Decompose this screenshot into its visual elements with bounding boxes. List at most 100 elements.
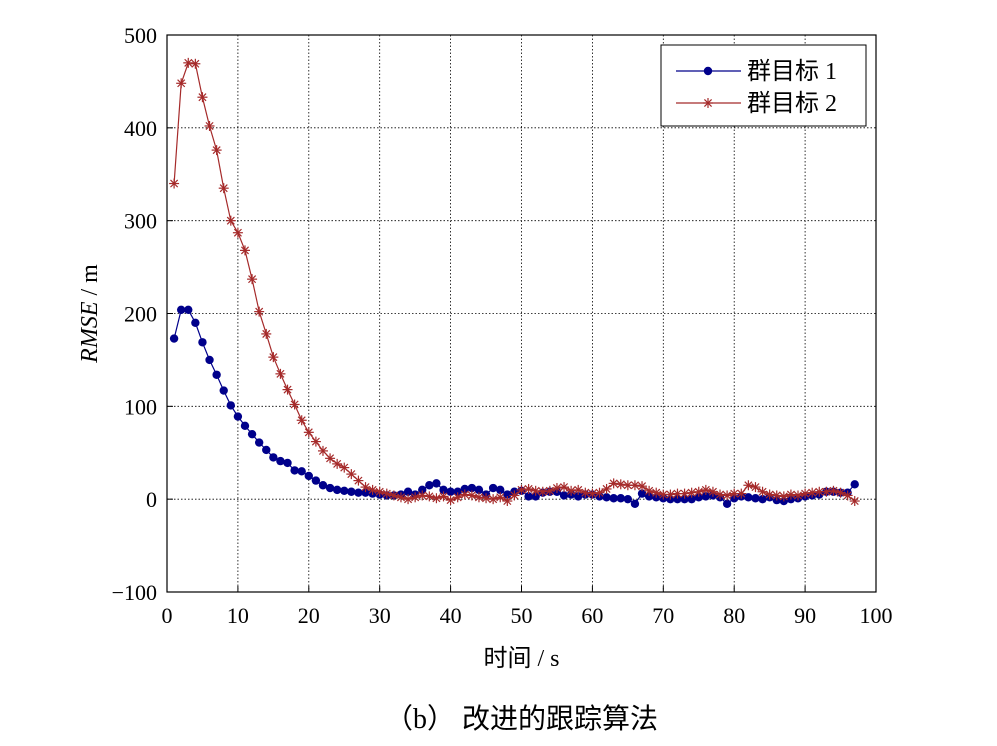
series-2-point — [637, 481, 648, 492]
series-2-point — [381, 488, 392, 499]
series-2-point — [665, 489, 676, 500]
series-1-point — [432, 479, 441, 488]
series-layer — [169, 57, 860, 509]
series-2-point — [530, 485, 541, 496]
x-tick-label: 10 — [227, 603, 249, 628]
legend-asterisk — [703, 98, 713, 108]
series-1-point — [340, 486, 349, 496]
series-1-point — [311, 476, 321, 485]
x-tick-label: 90 — [794, 603, 816, 628]
series-1-point — [283, 458, 292, 468]
series-2-point — [261, 328, 272, 339]
series-1-point — [233, 412, 243, 421]
series-1-point — [290, 466, 299, 475]
series-1-point — [559, 491, 569, 500]
series-2-point — [395, 492, 406, 503]
legend-label-series-2: 群目标 2 — [747, 90, 837, 117]
series-2-point — [523, 483, 534, 494]
series-2-point — [651, 487, 662, 498]
series-1-point — [474, 485, 484, 495]
series-1-point — [496, 485, 505, 495]
series-2-point — [608, 478, 619, 489]
series-1-point — [460, 484, 469, 494]
series-2-point — [644, 485, 655, 496]
series-1-point — [297, 467, 306, 476]
series-2-point — [778, 491, 789, 502]
series-2-point — [601, 483, 612, 494]
series-1-point — [701, 492, 711, 501]
series-2-point — [346, 469, 357, 480]
series-1-point — [531, 492, 540, 501]
legend: 群目标 1 群目标 2 — [660, 44, 867, 127]
series-2-point — [629, 480, 640, 491]
series-2-point — [310, 436, 321, 447]
y-tick-label: −100 — [112, 580, 157, 605]
x-tick-label: 80 — [723, 603, 745, 628]
series-2-point — [204, 120, 215, 131]
series-1-point — [169, 334, 179, 343]
series-2-point — [438, 491, 449, 502]
y-tick-label: 0 — [146, 487, 157, 512]
y-tick-label: 200 — [124, 302, 157, 327]
series-2-point — [516, 484, 527, 495]
series-2-point — [388, 490, 399, 501]
series-2-point — [693, 486, 704, 497]
series-2-point — [247, 274, 258, 285]
series-1-line — [173, 309, 856, 505]
series-2-point — [488, 494, 499, 505]
series-2-point — [282, 384, 293, 395]
series-2-point — [459, 489, 470, 500]
series-1-point — [318, 481, 328, 490]
series-1-point — [191, 318, 200, 327]
series-2-point — [183, 57, 194, 68]
series-2-point — [495, 492, 506, 503]
series-1-point — [673, 494, 682, 504]
series-1-point — [226, 401, 236, 410]
series-1-point — [524, 492, 533, 501]
series-1-point — [623, 494, 633, 504]
series-2-point — [559, 482, 570, 493]
x-tick-label: 60 — [581, 603, 603, 628]
series-2-point — [700, 484, 711, 495]
series-2-point — [537, 486, 548, 497]
series-2-point — [785, 489, 796, 500]
y-axis-title: RMSE / m — [77, 264, 103, 364]
series-2-point — [232, 227, 243, 238]
series-2-point — [410, 492, 421, 503]
series-1-point — [503, 490, 512, 499]
series-1-point — [418, 485, 427, 495]
grid-lines — [167, 35, 876, 592]
series-2-point — [509, 490, 520, 501]
series-1-point — [616, 494, 625, 503]
series-1-point — [332, 485, 342, 495]
series-2-point — [218, 183, 229, 194]
series-1-point — [758, 494, 767, 504]
figure-caption: （b） 改进的跟踪算法 — [385, 703, 658, 735]
series-1-point — [630, 499, 640, 509]
series-2-point — [729, 488, 740, 499]
series-2-point — [686, 487, 697, 498]
series-2-point — [842, 490, 853, 501]
series-2-point — [743, 480, 754, 491]
series-2-point — [268, 352, 279, 363]
series-2-point — [594, 487, 605, 498]
series-1-point — [722, 499, 732, 509]
y-tick-label: 400 — [124, 116, 157, 141]
series-1-point — [403, 487, 413, 496]
series-2-point — [481, 493, 492, 504]
series-1-point — [453, 487, 462, 496]
series-1-point — [176, 305, 186, 314]
x-tick-label: 70 — [652, 603, 674, 628]
series-1-point — [425, 481, 434, 490]
series-2-point — [225, 215, 236, 226]
axis-ticks: 0 10 20 30 40 50 60 70 80 90 100−10001002003004005… — [112, 23, 893, 628]
series-2-point — [197, 92, 208, 103]
series-2-point — [566, 485, 577, 496]
series-1-point — [269, 453, 278, 462]
series-1-point — [637, 489, 647, 498]
series-2-point — [502, 496, 513, 507]
series-2-point — [254, 306, 265, 317]
series-2-point — [715, 489, 726, 500]
x-tick-label: 40 — [440, 603, 462, 628]
series-1-point — [609, 494, 618, 503]
